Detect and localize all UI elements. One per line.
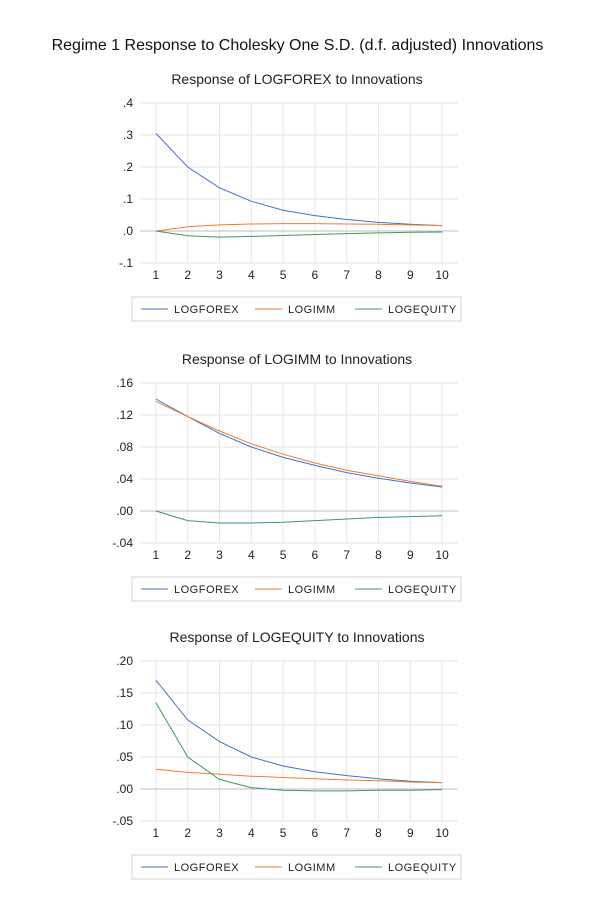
panel-title: Response of LOGFOREX to Innovations xyxy=(171,71,422,87)
series-line-logforex xyxy=(155,133,443,227)
y-tick-label: -.1 xyxy=(119,256,133,270)
y-tick-label: .16 xyxy=(116,376,133,390)
x-tick-label: 6 xyxy=(312,826,319,840)
y-tick-label: .2 xyxy=(123,160,133,174)
y-tick-label: .10 xyxy=(116,718,133,732)
x-tick-label: 7 xyxy=(343,826,350,840)
legend-label: LOGIMM xyxy=(288,862,336,874)
y-tick-label: .00 xyxy=(116,504,133,518)
legend-box xyxy=(131,296,462,322)
series-line-logimm xyxy=(155,768,443,784)
legend-label: LOGFOREX xyxy=(174,584,239,596)
y-tick-label: .4 xyxy=(123,96,133,110)
x-tick-label: 10 xyxy=(435,268,449,282)
x-tick-label: 3 xyxy=(216,268,223,282)
x-tick-label: 5 xyxy=(280,826,287,840)
x-tick-label: 4 xyxy=(248,268,255,282)
x-tick-label: 9 xyxy=(407,268,414,282)
y-tick-label: .00 xyxy=(116,782,133,796)
x-tick-label: 8 xyxy=(375,548,382,562)
y-tick-label: .1 xyxy=(123,192,133,206)
series-line-logequity xyxy=(155,230,443,238)
x-tick-label: 6 xyxy=(312,268,319,282)
x-tick-label: 2 xyxy=(184,548,191,562)
y-tick-label: -.04 xyxy=(112,536,133,550)
x-tick-label: 2 xyxy=(184,268,191,282)
x-tick-label: 4 xyxy=(248,548,255,562)
y-tick-label: .08 xyxy=(116,440,133,454)
panel-forex: Response of LOGFOREX to Innovations .4 .3.… xyxy=(119,71,462,322)
series-line-logforex xyxy=(155,679,443,784)
legend-box xyxy=(131,854,462,880)
x-tick-label: 4 xyxy=(248,826,255,840)
x-tick-label: 10 xyxy=(435,548,449,562)
legend-label: LOGIMM xyxy=(288,304,336,316)
x-tick-label: 7 xyxy=(343,268,350,282)
legend: LOGFOREX LOGIMM LOGEQUITY xyxy=(131,296,462,322)
x-tick-label: 5 xyxy=(280,268,287,282)
series-line-logimm xyxy=(155,400,443,487)
series-line-logequity xyxy=(155,702,443,792)
x-tick-label: 7 xyxy=(343,548,350,562)
legend-box xyxy=(131,576,462,602)
x-tick-label: 8 xyxy=(375,268,382,282)
panel-equity: Response of LOGEQUITY to Innovations .20.… xyxy=(112,629,462,880)
legend-label: LOGEQUITY xyxy=(388,862,457,874)
y-tick-label: .04 xyxy=(116,472,133,486)
x-tick-label: 9 xyxy=(407,548,414,562)
legend: LOGFOREX LOGIMM LOGEQUITY xyxy=(131,854,462,880)
y-tick-label: .0 xyxy=(123,224,133,238)
y-tick-label: .15 xyxy=(116,686,133,700)
legend: LOGFOREX LOGIMM LOGEQUITY xyxy=(131,576,462,602)
x-tick-label: 1 xyxy=(153,268,160,282)
legend-label: LOGEQUITY xyxy=(388,304,457,316)
x-tick-label: 2 xyxy=(184,826,191,840)
y-tick-label: -.05 xyxy=(112,814,133,828)
x-tick-label: 9 xyxy=(407,826,414,840)
x-tick-label: 8 xyxy=(375,826,382,840)
y-tick-label: .3 xyxy=(123,128,133,142)
legend-label: LOGFOREX xyxy=(174,304,239,316)
series-line-logequity xyxy=(155,510,443,524)
x-tick-label: 10 xyxy=(435,826,449,840)
x-tick-label: 1 xyxy=(153,548,160,562)
x-tick-label: 3 xyxy=(216,548,223,562)
panel-title: Response of LOGEQUITY to Innovations xyxy=(170,629,425,645)
x-tick-label: 6 xyxy=(312,548,319,562)
x-tick-label: 1 xyxy=(153,826,160,840)
y-tick-label: .12 xyxy=(116,408,133,422)
panel-title: Response of LOGIMM to Innovations xyxy=(182,351,412,367)
y-tick-label: .05 xyxy=(116,750,133,764)
y-tick-label: .20 xyxy=(116,654,133,668)
legend-label: LOGEQUITY xyxy=(388,584,457,596)
x-tick-label: 5 xyxy=(280,548,287,562)
figure-title: Regime 1 Response to Cholesky One S.D. (… xyxy=(51,37,544,54)
x-tick-label: 3 xyxy=(216,826,223,840)
legend-label: LOGFOREX xyxy=(174,862,239,874)
panel-imm: Response of LOGIMM to Innovations .16 .12.… xyxy=(112,351,462,602)
legend-label: LOGIMM xyxy=(288,584,336,596)
series-line-logimm xyxy=(155,223,443,232)
series-line-logforex xyxy=(155,398,443,488)
